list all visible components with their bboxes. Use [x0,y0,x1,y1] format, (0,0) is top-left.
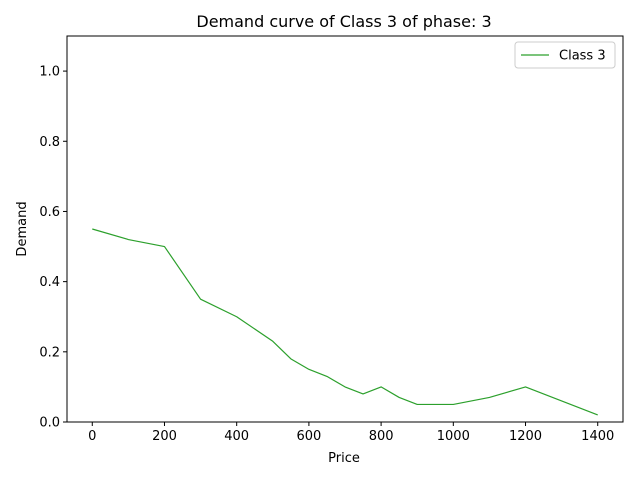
x-tick-label: 1000 [437,429,470,444]
y-tick-label: 1.0 [39,65,60,80]
series-layer [92,228,598,416]
legend-label-class-3: Class 3 [559,49,606,64]
y-tick-label: 0.4 [39,275,60,290]
legend-box [514,41,616,69]
axes-frame [66,35,624,423]
legend: Class 3 [514,41,616,69]
y-axis-label: Demand [15,201,30,256]
y-tick-label: 0.2 [39,345,60,360]
x-tick-label: 600 [296,429,321,444]
y-tick-label: 0.8 [39,135,60,150]
x-tick-label: 800 [369,429,394,444]
y-tick-label: 0.6 [39,205,60,220]
x-tick-label: 0 [88,429,96,444]
series-line-class-3 [92,228,598,416]
x-axis: 0 200 400 600 800 1000 1200 1400 [88,422,614,444]
y-tick-label: 0.0 [39,416,60,431]
x-axis-label: Price [328,451,360,466]
chart-title: Demand curve of Class 3 of phase: 3 [196,12,491,31]
y-axis: 0.0 0.2 0.4 0.6 0.8 1.0 [39,65,67,431]
x-tick-label: 400 [224,429,249,444]
x-tick-label: 1400 [581,429,614,444]
plot-area [66,35,624,423]
x-tick-label: 200 [152,429,177,444]
x-tick-label: 1200 [509,429,542,444]
